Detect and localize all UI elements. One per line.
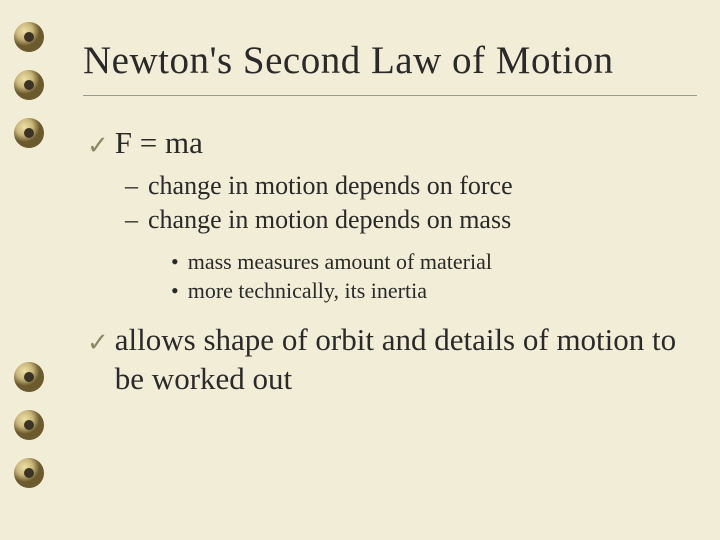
slide-content: Newton's Second Law of Motion ✓ F = ma –…: [65, 0, 715, 540]
bullet-l1: ✓ F = ma: [87, 124, 697, 163]
checkmark-icon: ✓: [87, 327, 109, 360]
spiral-binding: [0, 0, 60, 540]
bullet-text: change in motion depends on mass: [148, 205, 511, 235]
bullet-l3: • mass measures amount of material: [87, 249, 697, 275]
bullet-dot-icon: •: [171, 278, 179, 304]
checkmark-icon: ✓: [87, 130, 109, 163]
bullet-text: F = ma: [115, 124, 697, 163]
bullet-text: change in motion depends on force: [148, 171, 513, 201]
dash-icon: –: [125, 171, 138, 201]
title-divider: [83, 95, 697, 96]
bullet-l3: • more technically, its inertia: [87, 278, 697, 304]
bullet-list: ✓ F = ma – change in motion depends on f…: [83, 124, 697, 398]
bullet-l2: – change in motion depends on mass: [87, 205, 697, 235]
slide-title: Newton's Second Law of Motion: [83, 38, 697, 83]
bullet-text: mass measures amount of material: [188, 249, 492, 275]
bullet-l2: – change in motion depends on force: [87, 171, 697, 201]
bullet-text: allows shape of orbit and details of mot…: [115, 321, 697, 399]
bullet-text: more technically, its inertia: [188, 278, 427, 304]
bullet-dot-icon: •: [171, 249, 179, 275]
bullet-l1: ✓ allows shape of orbit and details of m…: [87, 321, 697, 399]
dash-icon: –: [125, 205, 138, 235]
